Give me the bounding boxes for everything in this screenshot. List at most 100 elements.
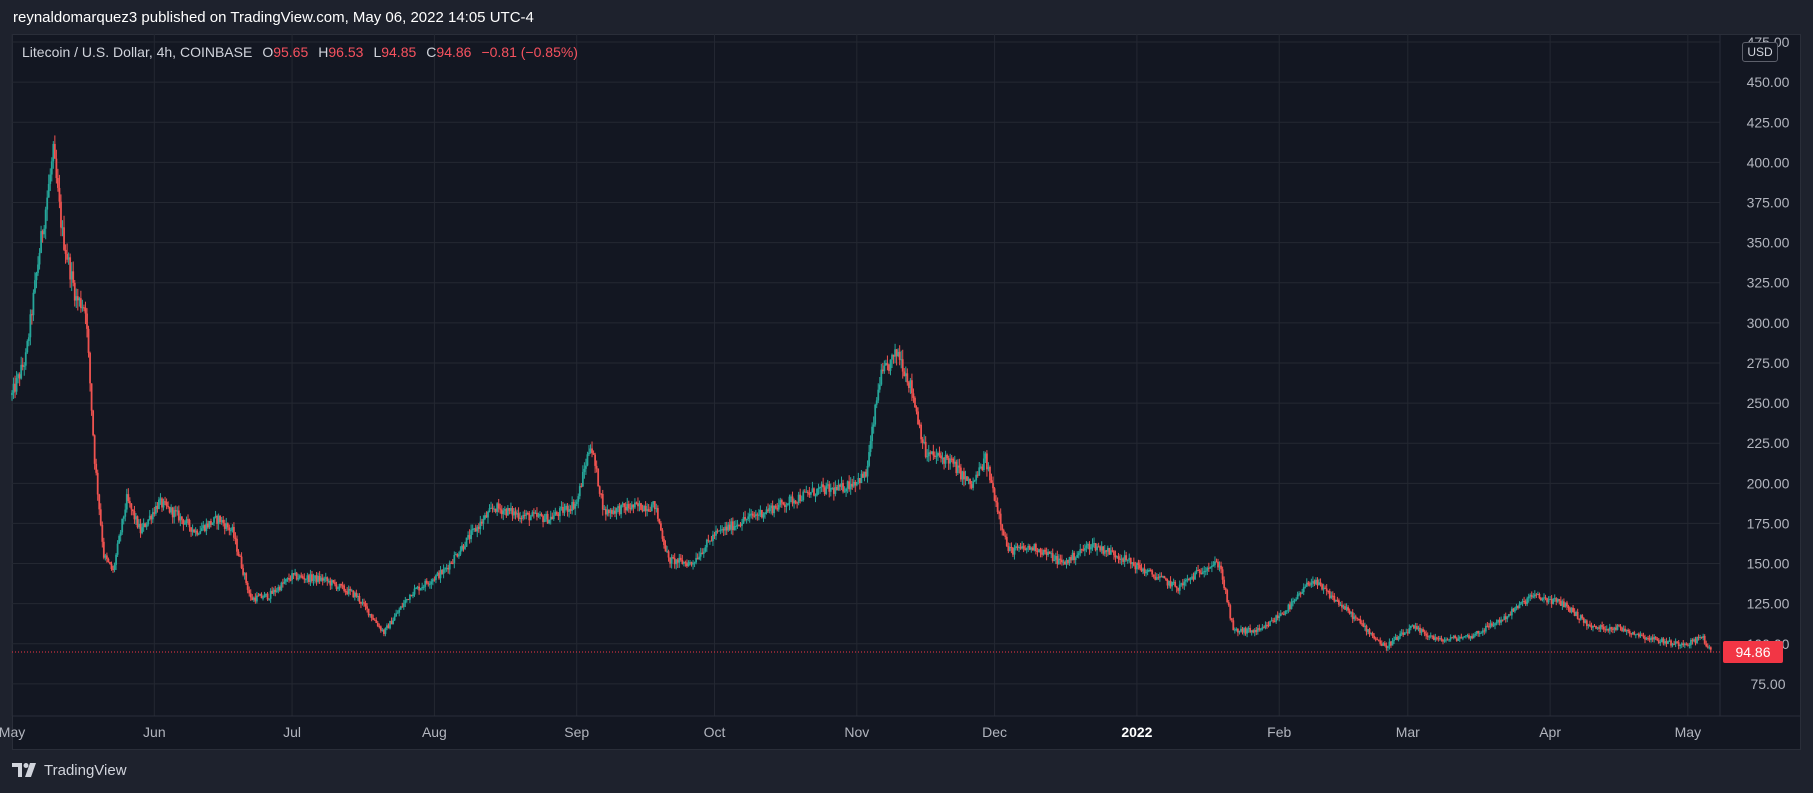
candle-body (470, 530, 473, 540)
candle-body (50, 161, 53, 175)
candle-body (1259, 629, 1262, 631)
candle-body (1013, 548, 1016, 555)
candle-body (26, 341, 29, 353)
candle-body (595, 465, 598, 469)
candle-body (966, 476, 968, 481)
candle-body (803, 491, 806, 493)
candle-body (770, 505, 773, 509)
currency-button[interactable]: USD (1742, 42, 1778, 62)
candle-body (1416, 626, 1418, 630)
candle-body (888, 364, 890, 371)
candle-body (1315, 579, 1317, 584)
candle-body (739, 524, 742, 526)
candle-body (1489, 623, 1492, 628)
candle-body (321, 577, 324, 581)
candle-body (1466, 635, 1469, 637)
candle-body (661, 530, 664, 539)
candle-body (1097, 546, 1100, 548)
candle-body (286, 577, 289, 580)
candle-body (958, 465, 961, 468)
candle-body (1163, 576, 1166, 579)
candle-body (1641, 634, 1643, 636)
candle-body (741, 523, 743, 526)
candle-body (1573, 611, 1576, 616)
candle-body (846, 481, 849, 489)
candle-body (222, 519, 225, 524)
candle-body (259, 594, 261, 596)
candle-body (904, 373, 907, 377)
candle-body (228, 527, 231, 531)
candle-body (831, 487, 834, 489)
x-tick-label: Aug (422, 724, 447, 740)
candle-body (1610, 627, 1613, 629)
candle-body (1615, 627, 1617, 630)
candle-body (1091, 543, 1094, 547)
candle-body (142, 523, 145, 528)
candle-body (1188, 578, 1190, 580)
candle-body (777, 504, 780, 510)
candle-body (1506, 616, 1509, 620)
candle-body (18, 374, 21, 379)
candle-body (1221, 569, 1224, 580)
candle-body (1507, 614, 1510, 617)
candle-body (17, 374, 20, 378)
candle-body (771, 505, 774, 514)
candle-body (923, 441, 926, 443)
candle-body (1702, 636, 1705, 638)
x-tick-label: Jun (143, 724, 166, 740)
high-label: H (318, 44, 329, 60)
candle-body (614, 510, 616, 514)
candle-body (1460, 637, 1463, 639)
candle-body (1194, 572, 1196, 580)
candle-body (1677, 642, 1680, 647)
candle-body (1333, 595, 1336, 602)
candle-body (1582, 618, 1585, 623)
candle-body (852, 481, 855, 487)
candle-body (813, 488, 815, 496)
open-label: O (262, 44, 274, 60)
candle-body (603, 509, 606, 511)
low-label: L (373, 44, 382, 60)
candle-body (398, 609, 401, 613)
candle-body (800, 500, 803, 502)
candle-body (1595, 625, 1597, 629)
candle-body (718, 530, 720, 532)
candle-body (779, 500, 782, 505)
candle-body (375, 620, 378, 623)
candle-body (1224, 588, 1227, 591)
candle-body (696, 557, 699, 560)
candle-body (736, 524, 739, 526)
candle-body (1099, 546, 1102, 551)
candle-body (1279, 613, 1282, 617)
candle-body (451, 563, 454, 565)
candle-body (1406, 632, 1409, 634)
candle-body (1191, 576, 1193, 578)
candle-body (389, 620, 391, 629)
candle-body (921, 439, 924, 443)
candle-body (604, 509, 607, 515)
footer: TradingView (12, 752, 127, 788)
chart-frame[interactable] (12, 34, 1801, 750)
candle-body (1465, 635, 1467, 637)
candle-body (381, 629, 384, 631)
candle-body (725, 526, 728, 531)
candle-body (1246, 629, 1248, 634)
candle-body (30, 314, 33, 316)
candle-body (562, 506, 564, 513)
candle-body (1405, 632, 1408, 634)
candle-body (363, 602, 365, 604)
candle-body (465, 537, 468, 547)
candle-body (1396, 636, 1398, 640)
candle-body (1008, 547, 1011, 551)
candle-body (1468, 635, 1470, 639)
candle-body (1556, 599, 1559, 602)
candle-body (1285, 610, 1288, 612)
candle-body (148, 515, 151, 520)
candle-body (448, 562, 451, 570)
candle-body (265, 593, 267, 595)
candle-body (660, 523, 662, 531)
candle-body (678, 557, 681, 563)
candle-body (246, 582, 249, 590)
x-tick-label: Feb (1267, 724, 1291, 740)
